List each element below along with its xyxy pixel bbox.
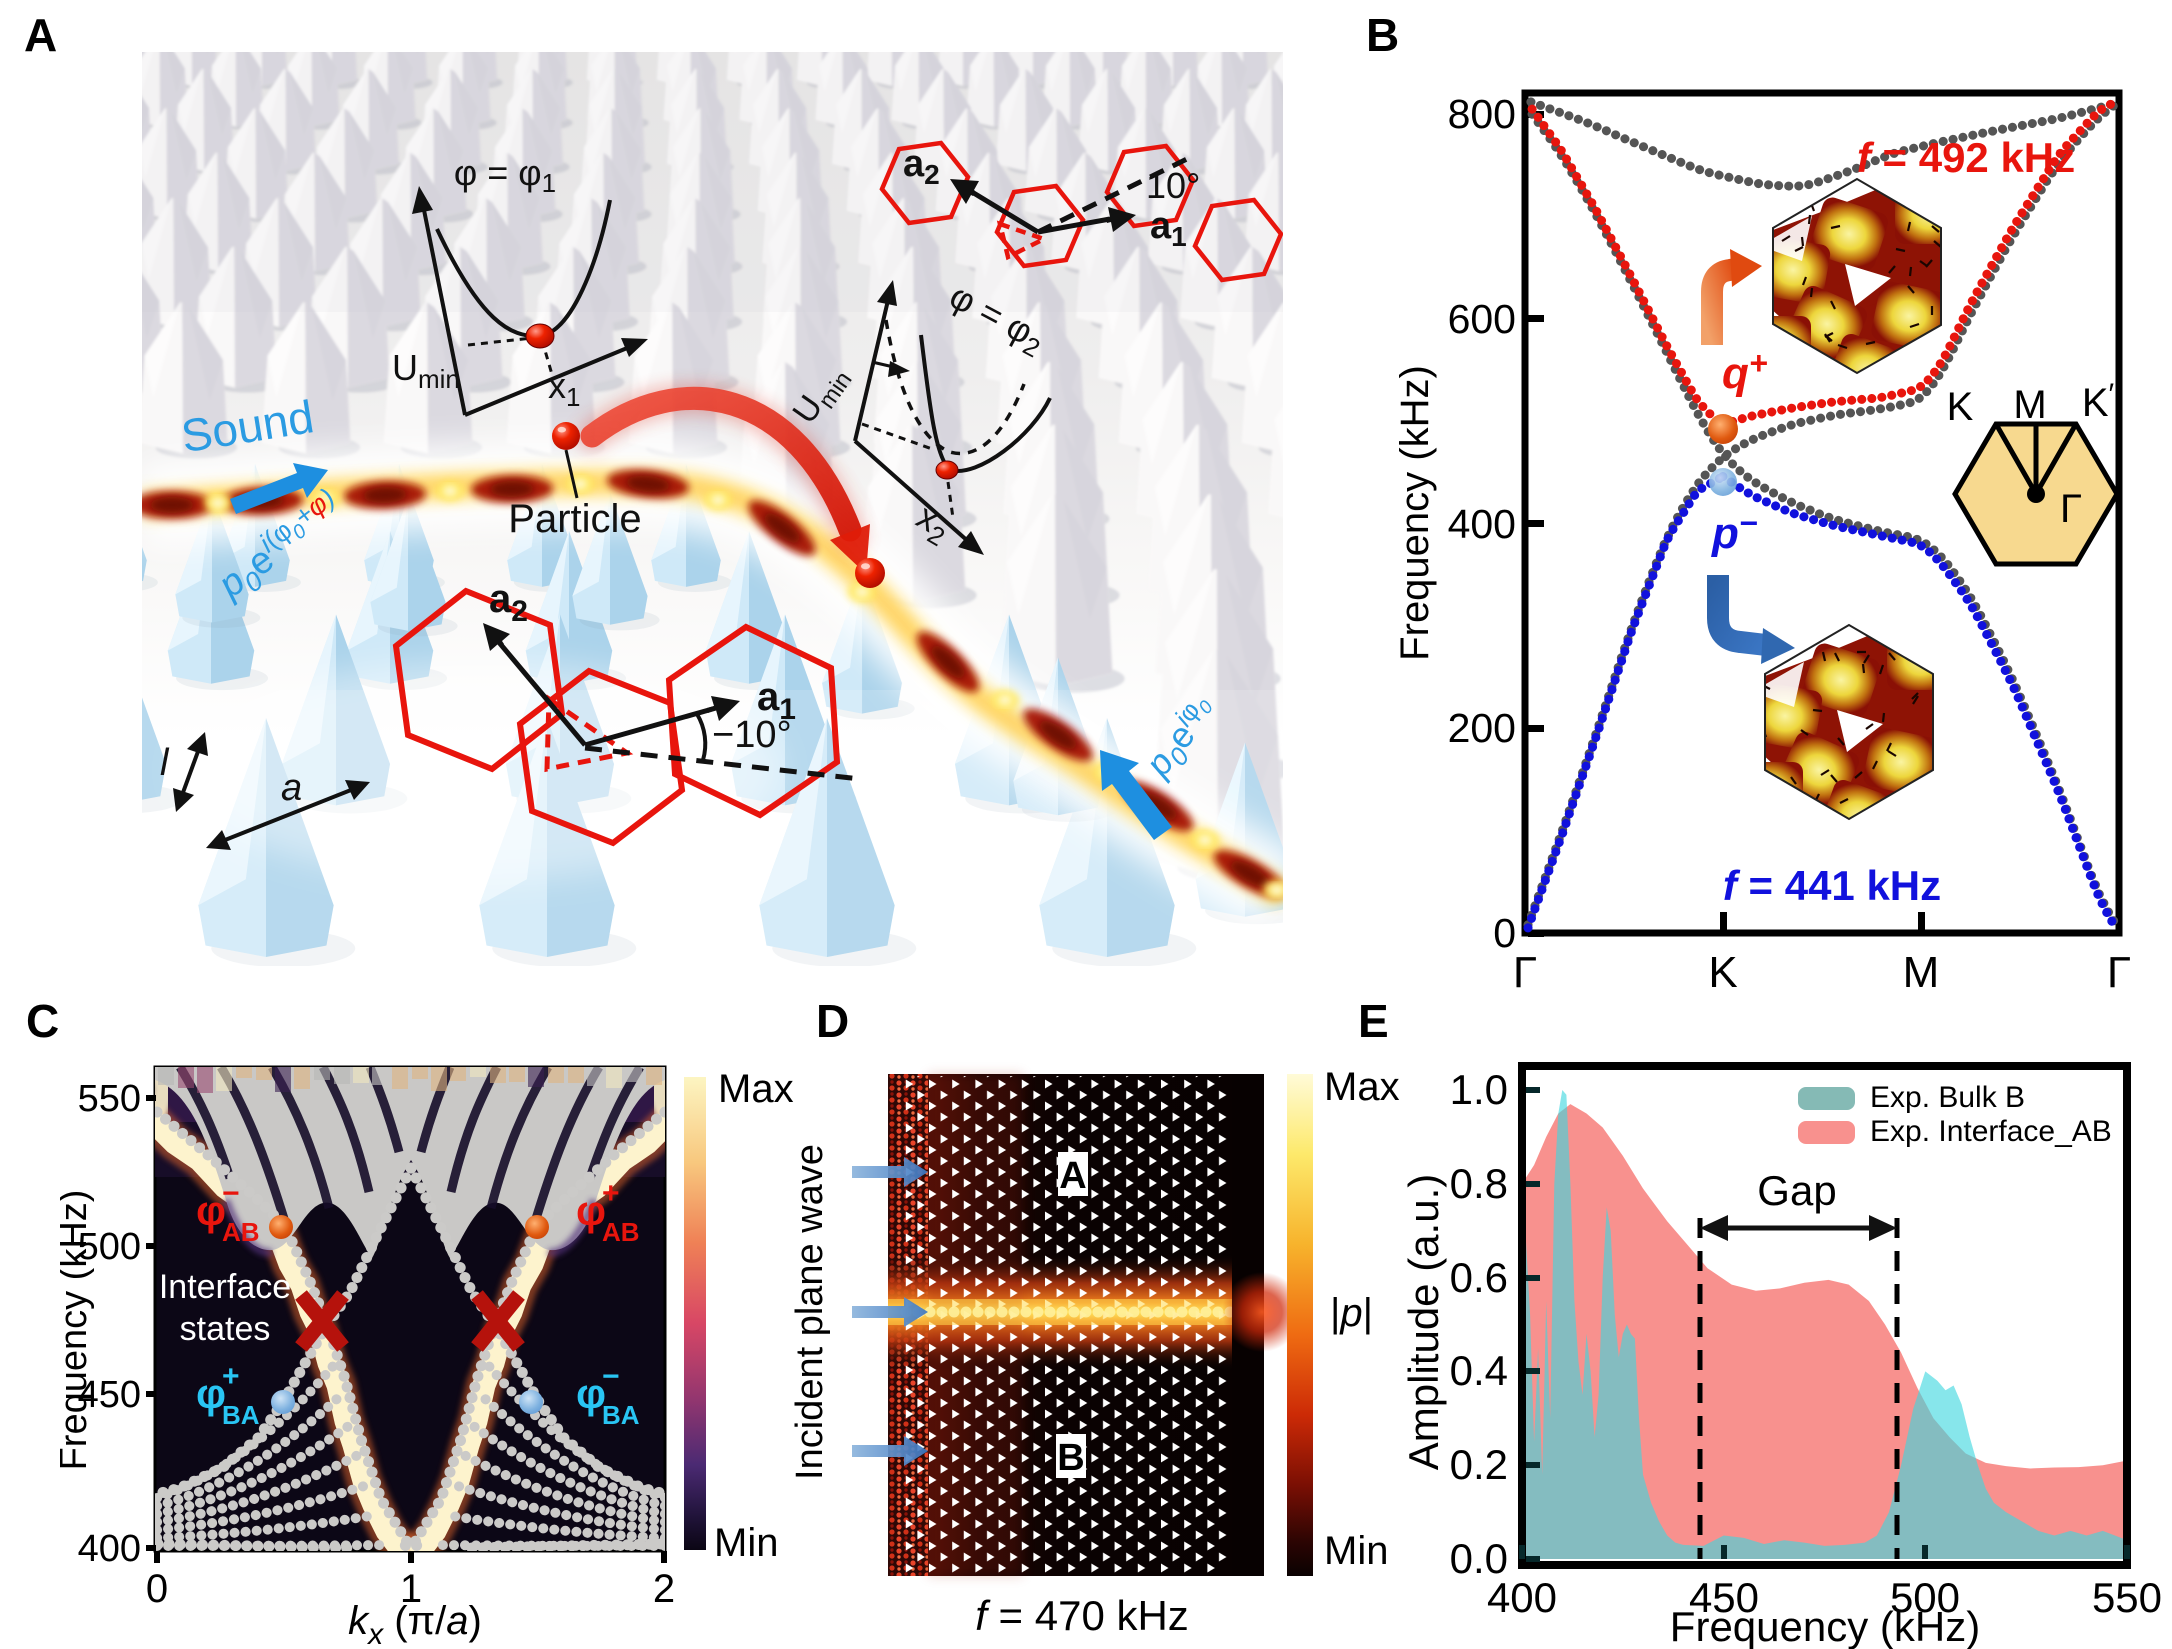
svg-text:BA: BA xyxy=(602,1400,640,1430)
svg-text:1: 1 xyxy=(400,1567,422,1611)
svg-text:1.0: 1.0 xyxy=(1450,1066,1508,1113)
svg-text:|p|: |p| xyxy=(1330,1291,1373,1335)
svg-text:φ: φ xyxy=(576,1187,606,1234)
svg-text:Max: Max xyxy=(718,1067,794,1111)
svg-text:states: states xyxy=(180,1310,271,1348)
svg-text:Frequency (kHz): Frequency (kHz) xyxy=(1393,365,1437,661)
svg-text:f = 441 kHz: f = 441 kHz xyxy=(1723,862,1941,909)
svg-text:Γ: Γ xyxy=(2060,487,2082,531)
svg-text:B: B xyxy=(1057,1437,1084,1479)
svg-text:Γ: Γ xyxy=(2107,948,2131,997)
svg-text:Exp. Bulk B: Exp. Bulk B xyxy=(1870,1081,2025,1114)
svg-text:φ: φ xyxy=(576,1370,606,1417)
svg-text:Exp. Interface_AB: Exp. Interface_AB xyxy=(1870,1115,2112,1148)
svg-text:0.8: 0.8 xyxy=(1450,1160,1508,1207)
svg-text:φ: φ xyxy=(196,1187,226,1234)
svg-text:φ = φ1: φ = φ1 xyxy=(454,152,556,198)
svg-text:+: + xyxy=(222,1360,240,1393)
svg-text:Γ: Γ xyxy=(1513,948,1537,997)
svg-text:Incident plane wave: Incident plane wave xyxy=(790,1144,831,1480)
svg-text:Gap: Gap xyxy=(1757,1167,1836,1214)
svg-text:−: − xyxy=(222,1177,240,1210)
svg-text:0.4: 0.4 xyxy=(1450,1347,1508,1394)
svg-text:AB: AB xyxy=(222,1217,260,1247)
svg-text:400: 400 xyxy=(78,1528,141,1570)
svg-text:K: K xyxy=(1947,385,1974,429)
svg-text:K: K xyxy=(1708,948,1737,997)
svg-text:0: 0 xyxy=(146,1567,168,1611)
svg-text:φ: φ xyxy=(196,1370,226,1417)
svg-text:400: 400 xyxy=(1448,501,1516,547)
svg-text:0.0: 0.0 xyxy=(1450,1535,1508,1582)
svg-text:0.6: 0.6 xyxy=(1450,1254,1508,1301)
svg-text:−: − xyxy=(602,1360,620,1393)
svg-text:Min: Min xyxy=(1324,1529,1388,1573)
svg-text:2: 2 xyxy=(653,1567,675,1611)
svg-text:450: 450 xyxy=(1689,1574,1759,1621)
svg-text:M: M xyxy=(1903,948,1940,997)
svg-text:+: + xyxy=(602,1177,620,1210)
svg-text:Amplitude (a.u.): Amplitude (a.u.) xyxy=(1400,1174,1447,1470)
svg-text:Max: Max xyxy=(1324,1065,1400,1109)
svg-text:500: 500 xyxy=(78,1226,141,1268)
svg-text:800: 800 xyxy=(1448,91,1516,137)
svg-text:450: 450 xyxy=(78,1374,141,1416)
svg-text:400: 400 xyxy=(1487,1574,1557,1621)
svg-text:kx (π/a): kx (π/a) xyxy=(348,1599,482,1649)
svg-text:l: l xyxy=(160,742,170,784)
svg-text:600: 600 xyxy=(1448,296,1516,342)
svg-text:M: M xyxy=(2013,383,2046,427)
svg-text:p−: p− xyxy=(1711,505,1758,558)
svg-text:200: 200 xyxy=(1448,705,1516,751)
svg-text:500: 500 xyxy=(1890,1574,1960,1621)
svg-text:AB: AB xyxy=(602,1217,640,1247)
svg-text:Interface: Interface xyxy=(159,1268,291,1306)
svg-text:Frequency (kHz): Frequency (kHz) xyxy=(1670,1603,1980,1649)
svg-text:f = 470 kHz: f = 470 kHz xyxy=(975,1592,1189,1639)
svg-text:10°: 10° xyxy=(1146,165,1200,206)
svg-text:BA: BA xyxy=(222,1400,260,1430)
svg-text:A: A xyxy=(1059,1155,1086,1197)
svg-text:−10°: −10° xyxy=(712,714,792,756)
svg-text:K′: K′ xyxy=(2082,378,2115,425)
svg-text:0: 0 xyxy=(1493,910,1516,956)
svg-text:f = 492 kHz: f = 492 kHz xyxy=(1857,134,2075,181)
svg-text:550: 550 xyxy=(78,1078,141,1120)
svg-text:a: a xyxy=(281,767,302,809)
svg-text:Particle: Particle xyxy=(508,497,641,541)
svg-text:Min: Min xyxy=(714,1521,778,1565)
svg-text:550: 550 xyxy=(2092,1574,2162,1621)
svg-text:0.2: 0.2 xyxy=(1450,1441,1508,1488)
svg-text:Frequency (kHz): Frequency (kHz) xyxy=(60,1190,95,1471)
